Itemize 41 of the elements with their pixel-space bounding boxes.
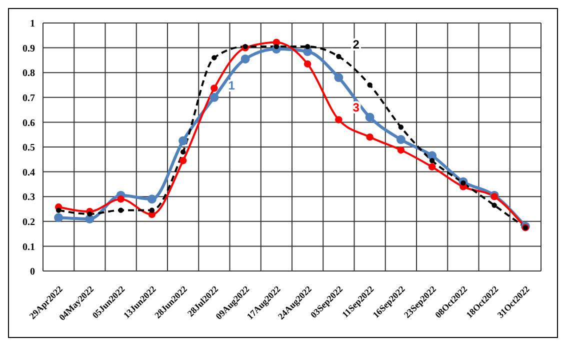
point xyxy=(367,82,372,88)
point xyxy=(336,54,342,60)
y-tick-label: 0.9 xyxy=(22,43,35,54)
y-tick-label: 0.7 xyxy=(22,92,35,104)
point xyxy=(274,44,280,50)
point xyxy=(180,149,186,155)
point xyxy=(492,202,497,208)
point xyxy=(118,208,124,213)
y-tick-label: 0 xyxy=(30,266,35,278)
point xyxy=(178,136,188,146)
point xyxy=(365,112,374,122)
point xyxy=(210,92,219,102)
point xyxy=(335,116,342,124)
point xyxy=(179,157,187,164)
point xyxy=(304,44,310,50)
y-tick-label: 0.6 xyxy=(22,118,35,129)
point xyxy=(210,84,218,92)
point xyxy=(428,163,436,170)
point xyxy=(87,211,92,217)
y-tick-label: 1 xyxy=(30,18,35,30)
point xyxy=(149,208,155,213)
point xyxy=(334,73,344,82)
point xyxy=(490,193,498,200)
y-tick-label: 0.5 xyxy=(22,142,35,154)
point xyxy=(304,60,312,68)
point xyxy=(117,195,124,203)
y-tick-label: 0.2 xyxy=(22,216,35,228)
y-tick-label: 0.3 xyxy=(22,192,35,204)
point xyxy=(56,208,62,213)
point xyxy=(240,54,250,64)
point xyxy=(212,55,217,60)
y-tick-label: 0.1 xyxy=(22,242,35,253)
point xyxy=(54,213,64,222)
point xyxy=(396,135,406,144)
point xyxy=(398,124,404,130)
point xyxy=(429,158,435,164)
y-tick-label: 0.8 xyxy=(22,68,35,80)
point xyxy=(397,146,405,154)
point xyxy=(147,194,156,204)
point xyxy=(366,133,374,141)
y-tick-label: 0.4 xyxy=(22,167,35,178)
